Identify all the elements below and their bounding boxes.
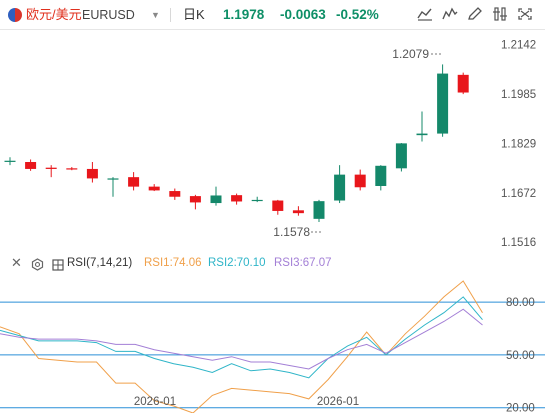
candle-body (86, 168, 98, 179)
rsi-chart[interactable]: 80.00 50.00 20.00 2026-01 2026-01 (0, 274, 545, 413)
rsi-axis-tick-label: 20.00 (506, 403, 535, 413)
period-selector[interactable]: 日K (183, 7, 205, 22)
high-price-label: 1.2079 (392, 47, 429, 61)
settings-icon[interactable] (491, 7, 509, 23)
rsi-axis-tick-label: 80.00 (506, 297, 535, 309)
candle-body (292, 210, 304, 214)
candle-body (107, 178, 119, 180)
candle-body (148, 186, 160, 191)
x-axis-date-label: 2026-01 (317, 396, 359, 408)
fullscreen-icon[interactable] (516, 7, 534, 23)
rsi2-label: RSI2:70.10 (208, 257, 266, 269)
candle-body (25, 162, 37, 169)
rsi1-label: RSI1:74.06 (144, 257, 202, 269)
y-axis-tick-label: 1.1985 (501, 89, 536, 101)
settings-gear-icon[interactable] (31, 257, 44, 279)
chart-style-icon[interactable] (416, 7, 434, 23)
candle-body (457, 74, 469, 93)
y-axis-tick-label: 1.1829 (501, 138, 536, 150)
price-change: -0.0063 (280, 7, 326, 22)
candle-body (375, 165, 387, 186)
candlestick-chart[interactable]: 1.2142 1.1985 1.1829 1.1672 1.1516 1.2079 1.… (0, 30, 545, 252)
rsi1-value: 74.06 (172, 257, 202, 269)
indicator-grid-icon[interactable] (52, 257, 64, 279)
low-price-label: 1.1578 (273, 225, 310, 239)
y-axis-tick-label: 1.1516 (501, 237, 536, 249)
rsi3-value: 67.07 (302, 257, 332, 269)
candle-body (272, 200, 284, 211)
candle-body (354, 174, 366, 188)
price-change-percent: -0.52% (336, 7, 379, 22)
collapse-icon[interactable]: ✕ (11, 255, 22, 270)
indicator-icon[interactable] (441, 7, 459, 23)
rsi-series-line-rsi3 (0, 308, 483, 370)
toolbar-divider (170, 8, 171, 22)
candle-body (313, 201, 325, 219)
last-price: 1.1978 (223, 7, 265, 22)
rsi-series-line-rsi2 (0, 296, 483, 379)
x-axis-date-label: 2026-01 (134, 396, 176, 408)
rsi-axis-tick-label: 50.00 (506, 350, 535, 362)
eu-us-flag-icon (8, 8, 22, 22)
rsi-series-line-rsi1 (0, 280, 483, 413)
candle-body (128, 177, 140, 187)
y-axis-tick-label: 1.1672 (501, 188, 536, 200)
chevron-down-icon[interactable]: ▼ (151, 10, 160, 20)
candle-body (66, 168, 78, 170)
rsi3-label: RSI3:67.07 (274, 257, 332, 269)
candle-body (4, 160, 16, 162)
y-axis-tick-label: 1.2142 (501, 40, 536, 52)
rsi-indicator-name: RSI(7,14,21) (67, 257, 133, 269)
drawing-icon[interactable] (466, 7, 484, 23)
candle-body (210, 195, 222, 204)
rsi2-value: 70.10 (236, 257, 266, 269)
candle-body (251, 199, 263, 202)
candle-body (395, 143, 407, 169)
candle-body (437, 73, 449, 134)
candle-body (231, 195, 243, 202)
symbol-code[interactable]: EURUSD (82, 8, 135, 22)
symbol-name-cn[interactable]: 欧元/美元 (26, 7, 82, 22)
candle-body (169, 191, 181, 197)
candle-body (45, 167, 57, 169)
candle-body (416, 133, 428, 136)
candle-body (334, 174, 346, 201)
chart-toolbar: 欧元/美元 EURUSD ▼ 日K 1.1978 -0.0063 -0.52% (0, 0, 545, 30)
candle-body (189, 196, 201, 203)
